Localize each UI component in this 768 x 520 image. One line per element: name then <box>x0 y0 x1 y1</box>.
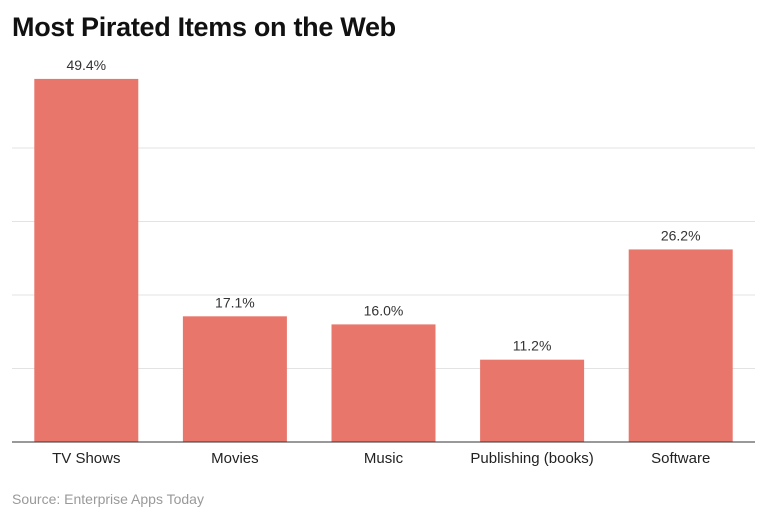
x-tick-label: Publishing (books) <box>470 450 593 467</box>
x-tick-label: TV Shows <box>52 450 120 467</box>
x-tick-label: Movies <box>211 450 259 467</box>
x-tick-label: Software <box>651 450 710 467</box>
source-note: Source: Enterprise Apps Today <box>12 491 204 507</box>
x-tick-label: Music <box>364 450 404 467</box>
data-label: 16.0% <box>364 302 404 318</box>
chart-title: Most Pirated Items on the Web <box>12 12 396 42</box>
data-label: 11.2% <box>513 338 552 354</box>
data-label: 17.1% <box>215 294 255 310</box>
bar <box>480 359 585 442</box>
bar <box>331 324 436 442</box>
bar <box>34 78 139 442</box>
bar <box>628 249 733 442</box>
bar <box>182 316 287 442</box>
data-label: 49.4% <box>66 57 106 73</box>
data-label: 26.2% <box>661 227 701 243</box>
